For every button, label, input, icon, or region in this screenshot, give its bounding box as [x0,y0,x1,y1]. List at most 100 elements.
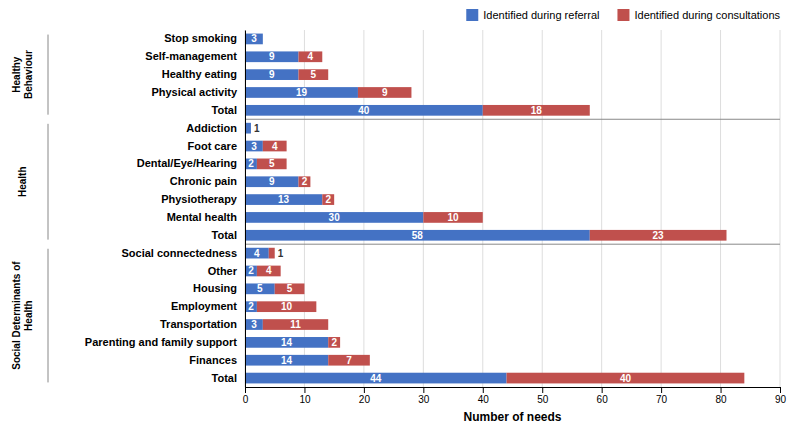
grid-line [780,30,781,387]
grid-line [245,30,246,387]
y-axis-line [245,31,246,388]
group-label-line: Social Determinants of [11,261,22,370]
x-tick: 20 [359,387,371,405]
y-tick-label: Stop smoking [164,32,237,44]
y-tick-label: Healthy eating [162,68,237,80]
y-tick-label: Other [208,264,238,276]
y-tick: Total [212,229,245,241]
data-label: 44 [370,373,382,384]
bar [245,87,358,98]
bar [245,176,299,187]
legend-swatch [466,9,478,21]
grid-line [601,30,602,387]
data-label: 14 [281,355,293,366]
bar [358,87,412,98]
y-tick-label: Total [212,229,237,241]
x-tick-label: 20 [359,394,371,405]
data-label: 9 [269,51,275,62]
bar [257,159,287,170]
bar [245,373,507,384]
bar [245,301,257,312]
y-tick: Chronic pain [170,175,245,187]
group-bracket [48,249,49,383]
legend-item: Identified during consultations [617,9,780,21]
x-axis: 0102030405060708090 [243,387,787,405]
bar [299,176,311,187]
bar [328,355,370,366]
x-tick-mark [542,387,543,393]
bar [245,34,263,45]
group-label: Social Determinants ofHealth [11,261,34,370]
bar [245,159,257,170]
bar [263,141,287,152]
data-label: 19 [296,87,308,98]
data-label: 13 [278,194,290,205]
y-tick: Housing [193,282,245,294]
y-tick-label: Total [212,104,237,116]
x-tick: 10 [299,387,311,405]
group-labels: HealthyBehaviour Health Social Determinant… [11,35,48,383]
data-label: 5 [287,283,293,294]
group-label: HealthyBehaviour [11,50,34,99]
bar [245,194,322,205]
y-tick: Healthy eating [162,68,245,80]
group-label-line: Health [17,166,28,197]
y-tick: Stop smoking [164,32,245,44]
x-tick-mark [602,387,603,393]
y-tick-label: Physiotherapy [161,193,238,205]
data-label: 9 [269,176,275,187]
y-tick-label: Physical activity [151,86,237,98]
x-tick: 90 [775,387,787,405]
data-label: 11 [290,319,301,330]
chart: 3991940132913305842523141444459184522102… [0,0,800,429]
bar [322,194,334,205]
x-tick-label: 40 [478,394,490,405]
data-label: 3 [251,33,257,44]
y-tick-label: Transportation [160,318,237,330]
group-separator [245,244,780,245]
data-label: 58 [412,230,424,241]
bar [245,69,299,80]
x-tick-label: 0 [243,394,249,405]
y-tick: Dental/Eye/Hearing [137,157,245,169]
y-tick: Parenting and family support [85,336,245,348]
y-tick-label: Addiction [186,122,237,134]
data-label: 30 [329,212,341,223]
y-tick-label: Housing [193,282,237,294]
data-label: 2 [325,194,331,205]
y-tick-label: Chronic pain [170,175,238,187]
bar [257,301,316,312]
group-bracket [48,124,49,240]
x-tick-mark [661,387,662,393]
y-tick: Other [208,264,245,276]
legend: Identified during referralIdentified dur… [466,9,780,21]
bar [257,266,281,277]
group-bracket [48,35,49,115]
group-separators [245,119,780,244]
data-label: 2 [248,158,254,169]
y-tick-label: Parenting and family support [85,336,238,348]
x-tick: 80 [715,387,727,405]
bar [245,212,423,223]
data-label: 18 [531,105,543,116]
data-label: 3 [251,319,257,330]
group-label: Health [17,166,28,197]
bar [299,51,323,62]
y-tick: Self-management [145,50,245,62]
x-tick-label: 60 [597,394,609,405]
y-tick-label: Total [212,372,237,384]
grid-line [720,30,721,387]
x-tick-mark [423,387,424,393]
data-label: 14 [281,337,293,348]
x-tick: 0 [243,387,249,405]
bar [245,319,263,330]
y-tick-label: Social connectedness [121,247,237,259]
bar [245,51,299,62]
x-tick-mark [780,387,781,393]
data-label: 4 [272,141,278,152]
x-tick-label: 70 [656,394,668,405]
x-tick-mark [721,387,722,393]
y-tick: Employment [171,300,245,312]
bar [328,337,340,348]
y-axis: Stop smoking Self-management Healthy eatin… [85,31,246,388]
